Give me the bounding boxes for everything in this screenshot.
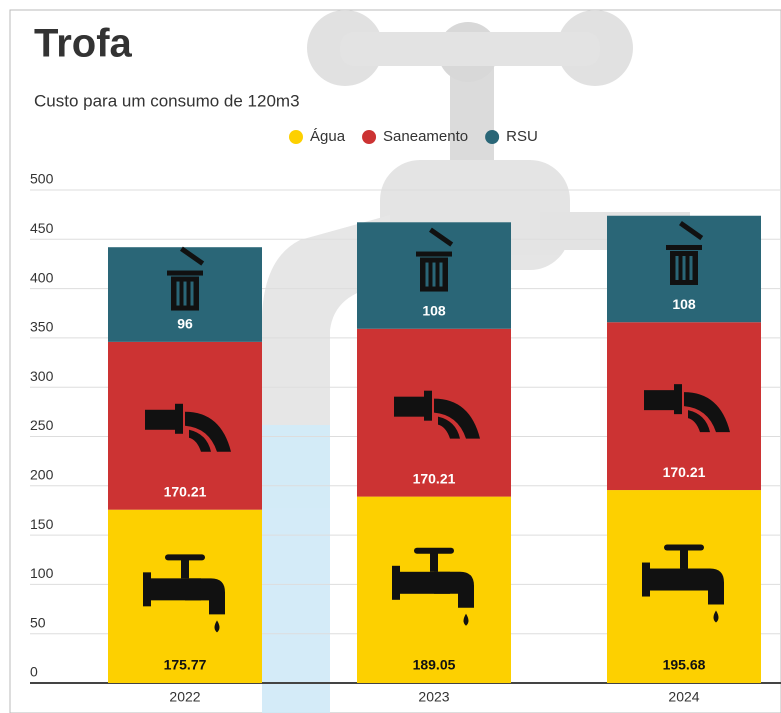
legend-swatch [362,130,377,144]
icon-part [416,251,452,257]
y-tick-label: 150 [30,516,54,532]
icon-part [181,558,189,579]
icon-part [183,281,187,306]
y-tick-label: 300 [30,368,54,384]
value-label: 175.77 [164,657,207,673]
icon-part [664,544,704,551]
icon-part [424,390,432,421]
value-label: 170.21 [663,464,706,480]
y-tick-label: 500 [30,171,54,187]
value-label: 170.21 [164,483,207,499]
icon-part [675,255,679,280]
legend-label: Água [310,128,346,145]
background-illustration [261,10,690,713]
icon-part [143,572,151,607]
icon [392,547,474,626]
chart-subtitle: Custo para um consumo de 120m3 [34,91,300,110]
icon-part [644,390,674,411]
icon-part [430,551,438,572]
icon-part [167,270,203,276]
value-label: 108 [672,296,696,312]
y-tick-label: 350 [30,319,54,335]
value-label: 96 [177,316,193,332]
y-tick-label: 0 [30,664,38,680]
icon-part [429,227,454,247]
icon-part [432,262,436,287]
icon-part [666,244,702,250]
icon [644,384,730,433]
icon-part [434,398,480,439]
icon-part [689,255,693,280]
icon-part [713,610,719,623]
chart-title: Trofa [34,22,133,66]
icon-part [185,578,225,615]
icon-part [682,255,686,280]
icon-part [434,571,474,608]
icon-part [438,416,460,439]
icon-part [642,562,650,597]
icon-part [214,620,220,633]
icon-part [679,221,704,241]
y-tick-label: 450 [30,220,54,236]
icon [167,246,205,311]
value-label: 170.21 [413,470,456,486]
icon-part [439,262,443,287]
icon-part [394,396,424,417]
icon-part [688,410,710,433]
value-label: 108 [422,302,446,318]
icon-part [414,547,454,554]
icon [666,221,704,285]
icon-part [392,565,400,600]
icon [145,403,231,452]
legend-label: RSU [506,128,538,145]
icon-part [189,429,211,452]
icon [642,544,724,623]
icon-part [684,392,730,433]
icon [143,554,225,633]
icon-part [680,548,688,569]
icon-part [180,246,205,266]
y-tick-label: 50 [30,614,46,630]
icon-part [425,262,429,287]
value-label: 189.05 [413,657,456,673]
icon-part [145,409,175,430]
icon-part [175,403,183,434]
x-tick-label: 2022 [169,689,200,705]
x-tick-label: 2024 [668,689,699,705]
y-tick-label: 200 [30,467,54,483]
legend-swatch [485,130,500,144]
icon-part [190,281,194,306]
y-tick-label: 100 [30,565,54,581]
icon-part [185,411,231,452]
icon-part [165,554,205,561]
value-label: 195.68 [663,657,706,673]
legend-label: Saneamento [383,128,468,145]
y-tick-label: 400 [30,269,54,285]
icon-part [176,281,180,306]
icon-part [674,384,682,415]
icon [416,227,454,292]
x-tick-label: 2023 [418,689,449,705]
y-tick-label: 250 [30,417,54,433]
icon-part [463,613,469,626]
icon-part [684,568,724,605]
icon [394,390,480,439]
legend-swatch [289,130,303,144]
